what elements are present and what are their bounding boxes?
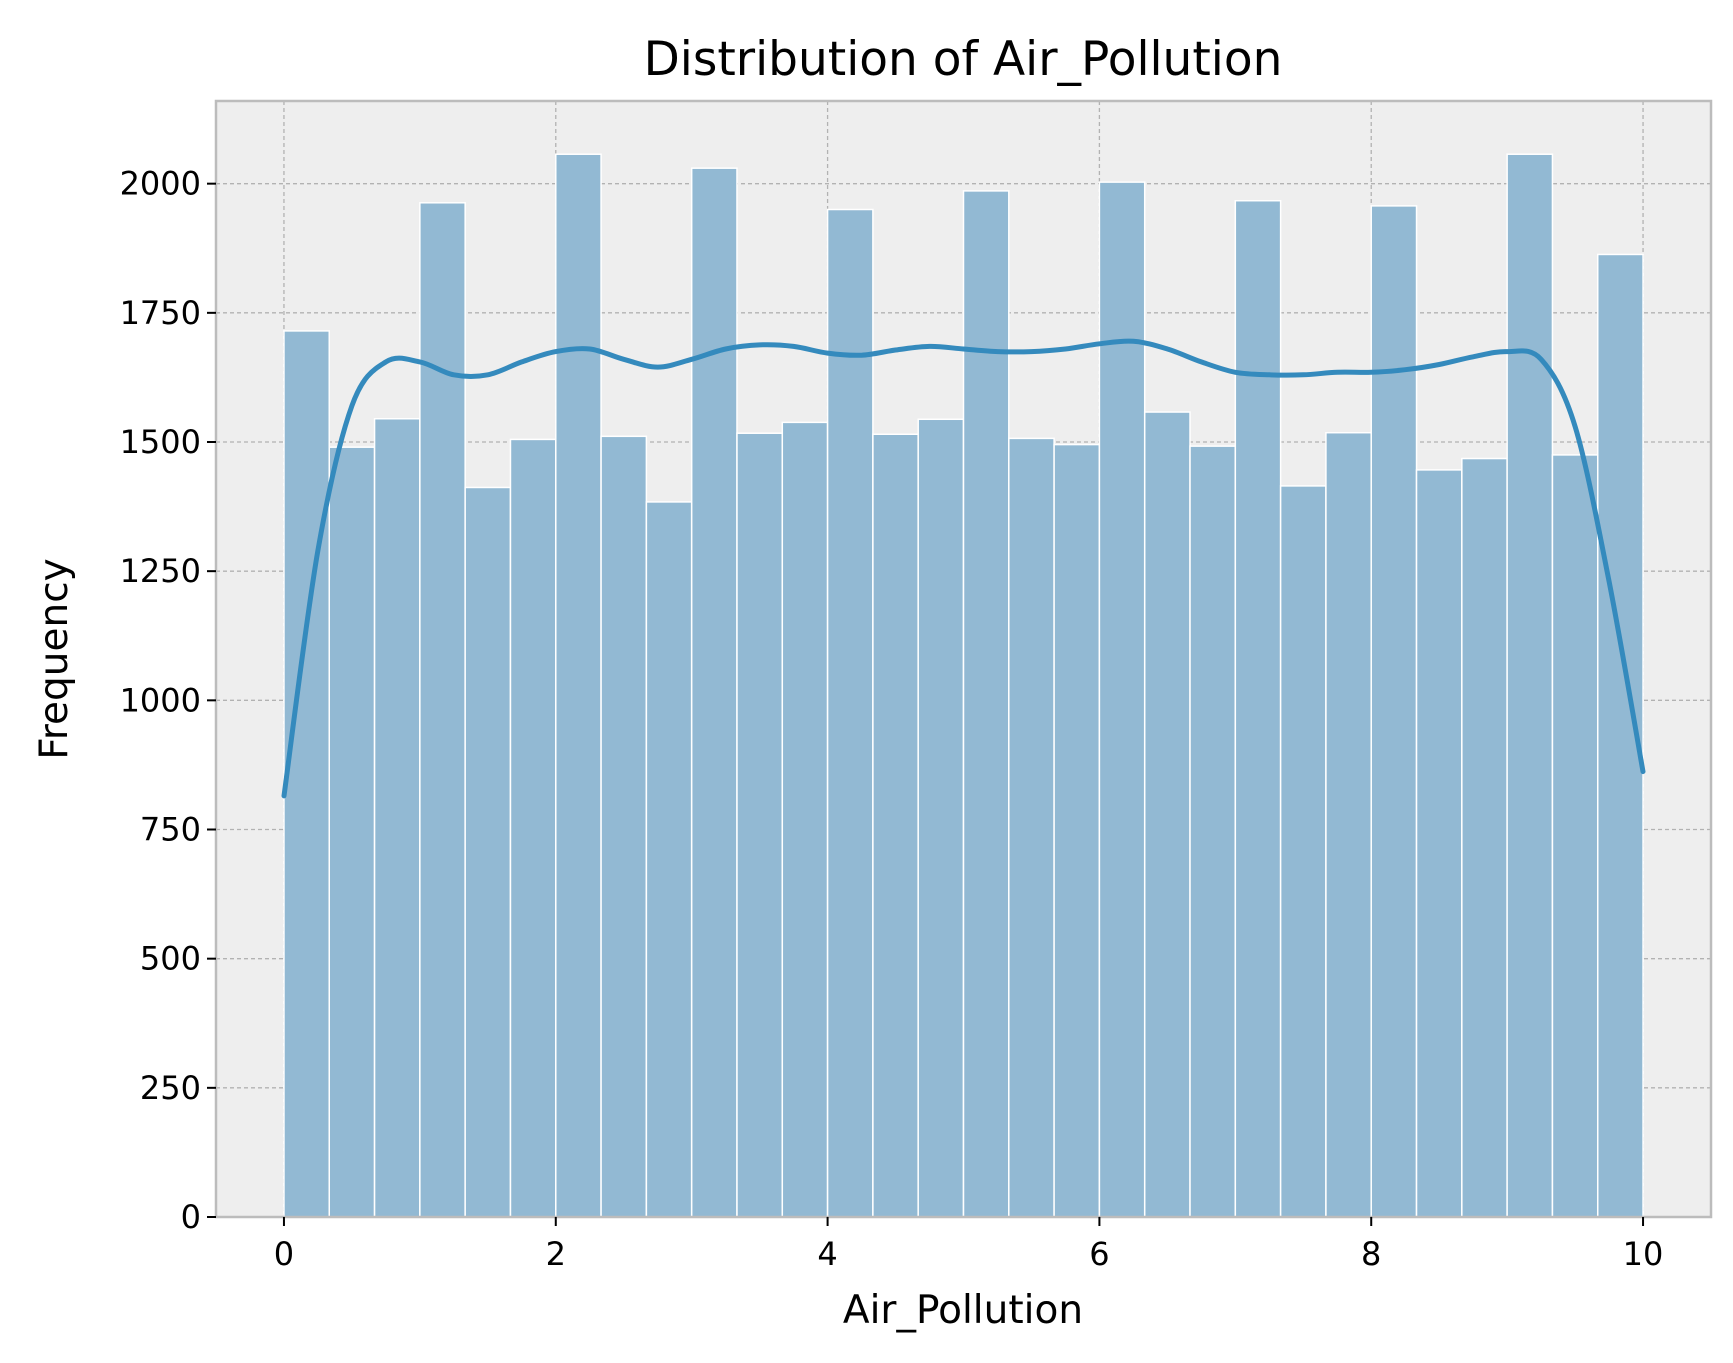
histogram-bar xyxy=(736,432,784,1218)
histogram-bar xyxy=(1370,205,1418,1218)
histogram-bar xyxy=(1008,437,1055,1218)
histogram-bar xyxy=(1053,443,1101,1218)
histogram-bar xyxy=(1461,457,1508,1218)
kde-line xyxy=(281,338,1646,799)
histogram-bar xyxy=(555,153,602,1218)
histogram-bar xyxy=(962,190,1010,1218)
x-tick-label: 10 xyxy=(1623,1235,1664,1273)
histogram-bar xyxy=(1325,431,1372,1218)
histogram-bar xyxy=(1189,445,1237,1218)
x-axis-label: Air_Pollution xyxy=(843,1288,1083,1333)
histogram-bar xyxy=(600,435,648,1218)
histogram-bar xyxy=(690,167,738,1218)
y-axis-ticks: 0 250 500 750 1000 1250 1500 1750 2000 xyxy=(120,165,216,1236)
histogram-bar xyxy=(1279,485,1327,1218)
x-tick-label: 2 xyxy=(546,1235,566,1273)
x-tick-label: 8 xyxy=(1361,1235,1381,1273)
histogram-bar xyxy=(781,421,829,1218)
histogram-bar xyxy=(872,433,919,1218)
plot-frame xyxy=(214,99,1713,1219)
y-tick-label: 750 xyxy=(140,811,201,849)
histogram-bar xyxy=(1234,199,1282,1218)
histogram-bar xyxy=(645,501,693,1218)
y-tick-label: 1750 xyxy=(120,294,201,332)
y-tick-label: 0 xyxy=(181,1198,201,1236)
y-tick-label: 500 xyxy=(140,940,201,978)
bars xyxy=(283,153,1644,1218)
histogram-bar xyxy=(1506,153,1554,1218)
histogram-bar xyxy=(1098,181,1146,1218)
y-tick-label: 250 xyxy=(140,1069,201,1107)
histogram-bar xyxy=(509,438,557,1218)
x-tick-label: 4 xyxy=(817,1235,837,1273)
histogram-bar xyxy=(283,330,331,1218)
y-tick-label: 1000 xyxy=(120,681,201,719)
x-tick-label: 0 xyxy=(274,1235,294,1273)
y-axis-label: Frequency xyxy=(32,558,77,759)
histogram-bar xyxy=(917,418,965,1218)
chart-title: Distribution of Air_Pollution xyxy=(644,32,1283,87)
y-tick-label: 2000 xyxy=(120,165,201,203)
y-tick-label: 1500 xyxy=(120,423,201,461)
y-tick-label: 1250 xyxy=(120,552,201,590)
histogram-bar xyxy=(464,486,512,1218)
histogram-bar xyxy=(1143,411,1191,1218)
histogram-bar xyxy=(1415,469,1463,1218)
histogram-bar xyxy=(826,208,874,1218)
histogram-bar xyxy=(328,446,376,1218)
histogram-bar xyxy=(1551,454,1599,1218)
histogram-bar xyxy=(419,202,466,1218)
histogram-bar xyxy=(373,418,421,1218)
x-axis-ticks: 0 2 4 6 8 10 xyxy=(274,1217,1664,1273)
x-tick-label: 6 xyxy=(1089,1235,1109,1273)
